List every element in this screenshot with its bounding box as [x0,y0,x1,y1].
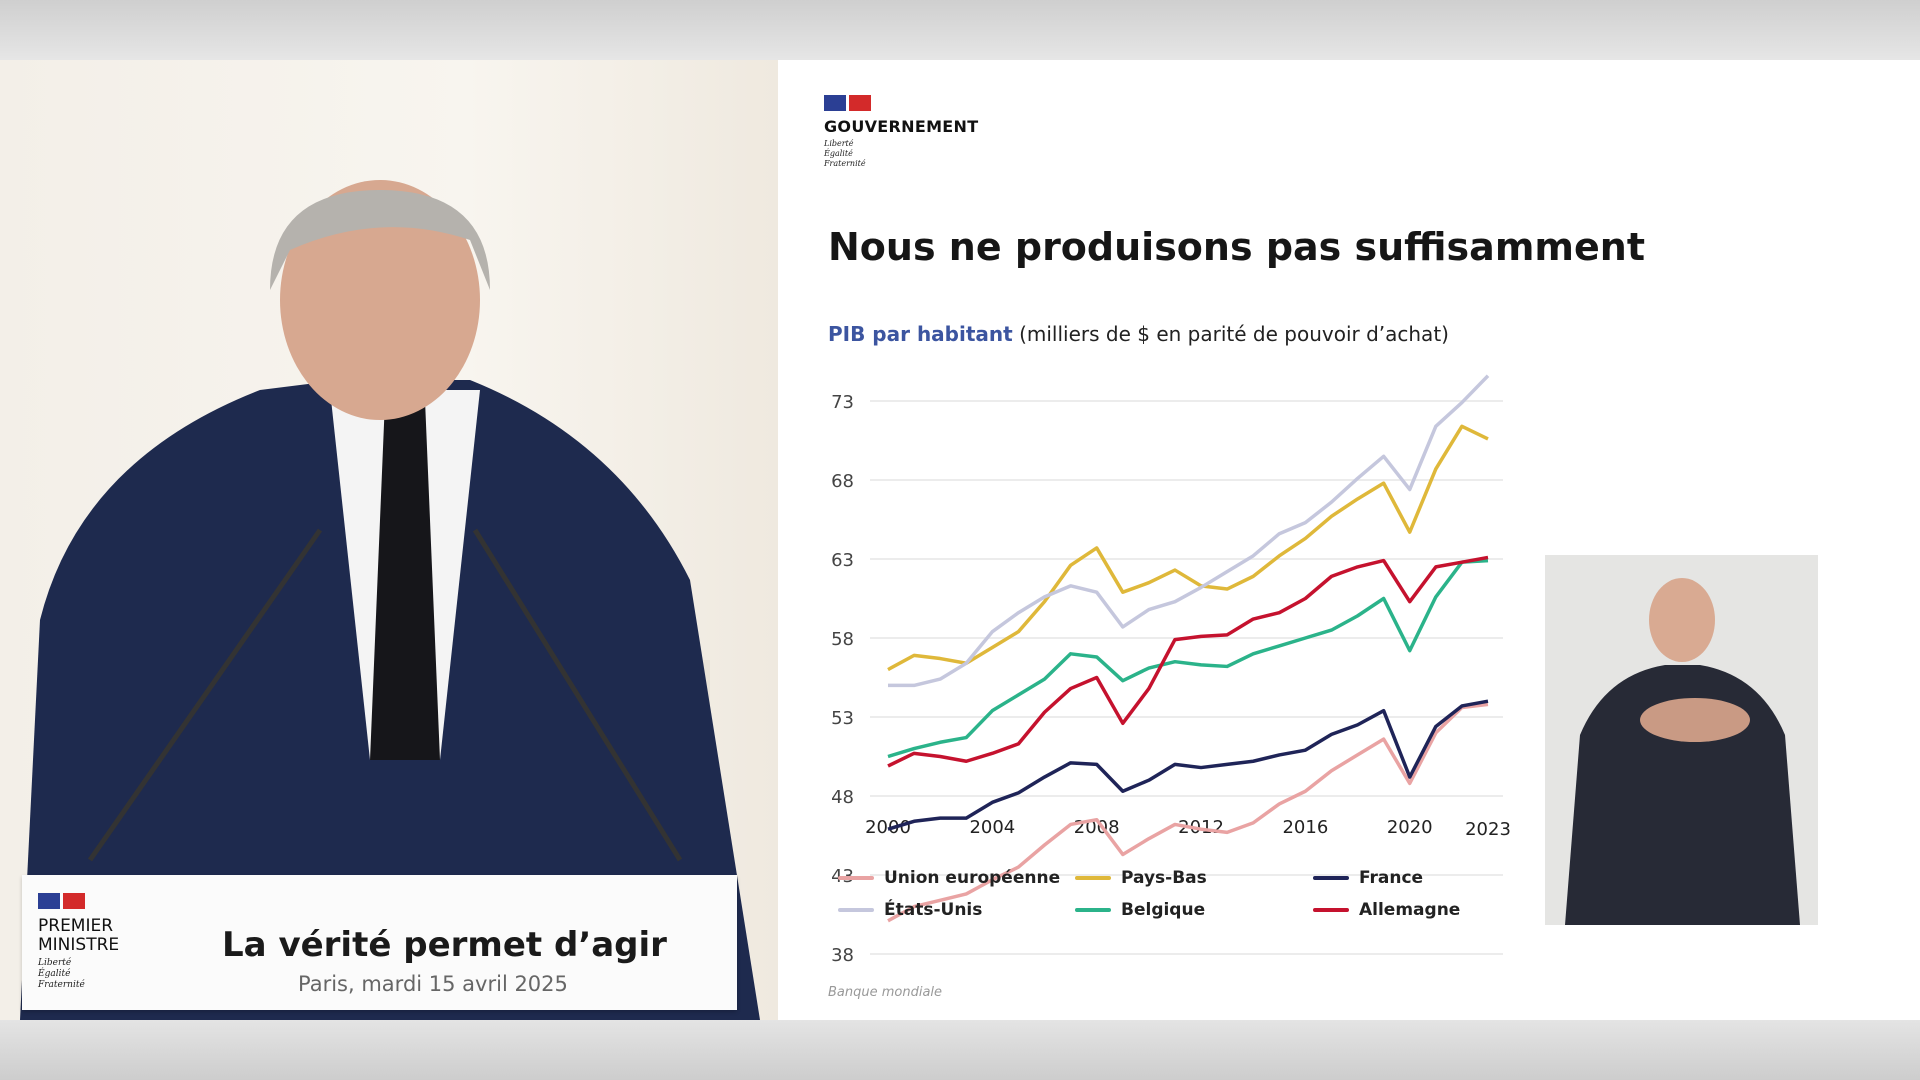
french-flag-icon [824,95,978,111]
x-tick-label: 2023 [1465,819,1511,840]
legend-swatch [1313,908,1349,912]
legend-item: Union européenne [838,868,1060,888]
legend-swatch [838,876,874,880]
chart-subtitle: PIB par habitant (milliers de $ en parit… [828,322,1449,346]
series-line-france [887,699,1489,831]
gdp-line-chart: 3843485358636873200020042008201220162020… [831,374,1511,966]
legend-item: Pays-Bas [1075,868,1207,888]
y-tick-label: 58 [831,629,854,650]
top-letterbox [0,0,1920,60]
motto-liberte: Liberté [824,139,854,148]
y-tick-label: 53 [831,708,854,729]
y-tick-label: 68 [831,471,854,492]
series-line-belgique [887,558,1489,759]
interpreter-illustration [1565,578,1800,925]
legend-label: Allemagne [1359,900,1461,920]
source-note: Banque mondiale [828,985,943,1000]
bottom-letterbox [0,1020,1920,1080]
subtitle-rest: (milliers de $ en parité de pouvoir d’ac… [1012,322,1449,346]
subtitle-highlight: PIB par habitant [828,322,1013,346]
legend-swatch [1075,876,1111,880]
series-line--tats-unis [888,374,1490,688]
logo-name: GOUVERNEMENT [824,117,979,136]
legend-item: Belgique [1075,900,1205,920]
premier-ministre-logo: PREMIER MINISTRE Liberté Égalité Fraterni… [38,893,119,991]
sign-language-interpreter-video [1545,555,1818,925]
motto-liberte: Liberté [38,958,72,968]
legend-swatch [1075,908,1111,912]
gouvernement-logo: GOUVERNEMENT Liberté Égalité Fraternité [824,95,978,169]
speaker-video: PREMIER MINISTRE Liberté Égalité Fraterni… [0,60,778,1020]
legend-label: France [1359,868,1424,888]
legend-swatch [1313,876,1349,880]
logo-line-1: PREMIER [38,916,114,936]
y-tick-label: 63 [831,550,854,571]
legend-label: États-Unis [884,900,983,920]
french-flag-icon [38,893,119,909]
legend-swatch [838,908,874,912]
motto-fraternite: Fraternité [824,159,866,168]
legend-label: Union européenne [884,868,1061,888]
motto-egalite: Égalité [38,969,71,979]
legend-label: Belgique [1121,900,1206,920]
legend-item: Allemagne [1313,900,1460,920]
legend-item: États-Unis [838,900,982,920]
series-line-pays-bas [887,424,1489,672]
x-tick-label: 2004 [969,817,1015,838]
x-tick-label: 2016 [1282,817,1328,838]
logo-line-2: MINISTRE [38,935,120,955]
y-tick-label: 73 [831,392,854,413]
podium-sign: PREMIER MINISTRE Liberté Égalité Fraterni… [22,875,737,1010]
podium-date: Paris, mardi 15 avril 2025 [298,972,568,996]
x-tick-label: 2020 [1387,817,1433,838]
y-tick-label: 38 [831,945,854,966]
slide-title: Nous ne produisons pas suffisamment [828,225,1645,269]
motto-egalite: Égalité [824,149,853,158]
speaker-illustration [20,180,760,1020]
motto-fraternite: Fraternité [38,980,85,990]
series-line-allemagne [887,555,1489,768]
legend-item: France [1313,868,1423,888]
y-tick-label: 48 [831,787,854,808]
legend-label: Pays-Bas [1121,868,1207,888]
podium-title: La vérité permet d’agir [222,925,667,965]
series-line-union-europ-enne [887,702,1489,923]
